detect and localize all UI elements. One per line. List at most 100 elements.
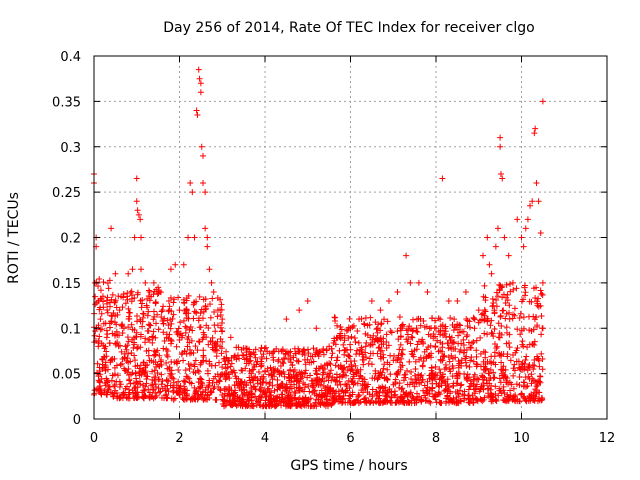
data-point xyxy=(304,298,311,305)
data-point xyxy=(374,376,381,383)
data-point xyxy=(151,313,158,320)
data-point xyxy=(517,310,524,317)
data-point xyxy=(105,285,112,292)
data-point xyxy=(154,370,161,377)
data-point xyxy=(194,347,201,354)
data-point xyxy=(345,377,352,384)
data-point xyxy=(167,294,174,301)
data-point xyxy=(175,378,182,385)
data-point xyxy=(473,353,480,360)
data-point xyxy=(447,397,454,404)
data-point xyxy=(486,358,493,365)
data-point xyxy=(477,334,484,341)
data-point xyxy=(325,384,332,391)
data-point xyxy=(523,398,530,405)
data-point xyxy=(108,377,115,384)
data-point xyxy=(455,332,462,339)
data-point xyxy=(296,369,303,376)
data-point xyxy=(218,301,225,308)
data-point xyxy=(301,397,308,404)
data-point xyxy=(511,305,518,312)
data-point xyxy=(513,358,520,365)
data-point xyxy=(174,331,181,338)
data-point xyxy=(490,369,497,376)
data-point xyxy=(191,234,198,241)
data-point xyxy=(482,354,489,361)
data-point xyxy=(146,357,153,364)
data-point xyxy=(421,324,428,331)
data-point xyxy=(104,307,111,314)
data-point xyxy=(106,277,113,284)
data-point xyxy=(186,346,193,353)
data-point xyxy=(146,288,153,295)
data-point xyxy=(497,387,504,394)
data-point xyxy=(449,383,456,390)
data-point xyxy=(164,353,171,360)
data-point xyxy=(310,345,317,352)
data-point xyxy=(152,298,159,305)
data-point xyxy=(185,292,192,299)
data-point xyxy=(316,365,323,372)
data-point xyxy=(292,401,299,408)
data-point xyxy=(419,362,426,369)
data-point xyxy=(186,365,193,372)
data-point xyxy=(241,379,248,386)
data-point xyxy=(513,381,520,388)
data-point xyxy=(275,368,282,375)
data-point xyxy=(159,378,166,385)
data-point xyxy=(360,320,367,327)
data-point xyxy=(168,320,175,327)
data-point xyxy=(443,364,450,371)
data-point xyxy=(510,385,517,392)
data-point xyxy=(293,357,300,364)
data-point xyxy=(220,355,227,362)
data-point xyxy=(403,252,410,259)
data-point xyxy=(195,379,202,386)
data-point xyxy=(243,360,250,367)
data-point xyxy=(530,285,537,292)
data-point xyxy=(119,304,126,311)
data-point xyxy=(176,307,183,314)
data-point xyxy=(197,391,204,398)
data-point xyxy=(511,361,518,368)
data-point xyxy=(227,363,234,370)
data-point xyxy=(345,324,352,331)
data-point xyxy=(147,322,154,329)
data-point xyxy=(414,329,421,336)
data-point xyxy=(206,382,213,389)
data-point xyxy=(161,315,168,322)
data-point xyxy=(295,345,302,352)
data-point xyxy=(421,382,428,389)
data-point xyxy=(212,328,219,335)
data-point xyxy=(425,353,432,360)
data-point xyxy=(392,376,399,383)
data-point xyxy=(108,318,115,325)
data-point xyxy=(140,359,147,366)
data-point xyxy=(497,312,504,319)
data-point xyxy=(516,315,523,322)
data-point xyxy=(217,306,224,313)
data-point xyxy=(529,396,536,403)
data-point xyxy=(196,75,203,82)
data-point xyxy=(399,385,406,392)
data-point xyxy=(125,338,132,345)
x-tick-label: 0 xyxy=(90,431,98,446)
data-point xyxy=(374,329,381,336)
data-point xyxy=(96,306,103,313)
data-point xyxy=(179,394,186,401)
data-point xyxy=(493,303,500,310)
data-point xyxy=(332,341,339,348)
data-point xyxy=(103,391,110,398)
data-point xyxy=(133,333,140,340)
x-tick-label: 12 xyxy=(599,431,616,446)
data-point xyxy=(434,337,441,344)
data-point xyxy=(175,367,182,374)
data-point xyxy=(484,385,491,392)
data-point xyxy=(477,386,484,393)
data-point xyxy=(380,365,387,372)
data-point xyxy=(190,315,197,322)
data-point xyxy=(488,270,495,277)
data-point xyxy=(170,389,177,396)
data-point xyxy=(394,328,401,335)
data-point xyxy=(531,342,538,349)
